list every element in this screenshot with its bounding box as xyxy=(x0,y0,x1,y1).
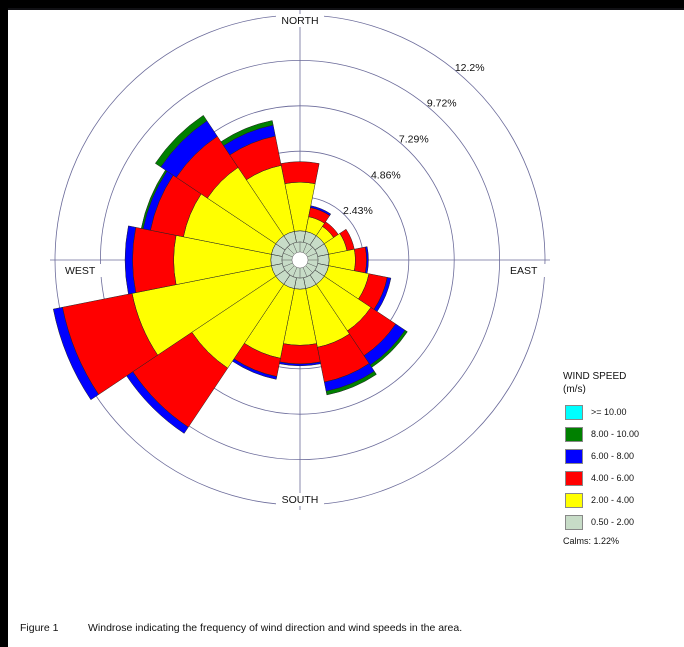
ring-label-1: 2.43% xyxy=(343,205,373,217)
legend-label: 0.50 - 2.00 xyxy=(591,517,635,527)
calms-label: Calms: 1.22% xyxy=(563,536,620,546)
legend-rows: >= 10.00 8.00 - 10.00 6.00 - 8.00 4.00 - 6.… xyxy=(563,402,683,534)
figure-number: Figure 1 xyxy=(20,622,59,634)
sector-s-speed-3 xyxy=(279,343,321,365)
legend-swatch xyxy=(565,515,583,530)
sector-sse-speed-5 xyxy=(325,370,377,396)
legend-swatch xyxy=(565,427,583,442)
chart-legend: WIND SPEED (m/s) >= 10.00 8.00 - 10.00 6.0… xyxy=(563,370,683,546)
sector-wsw-speed-4 xyxy=(53,306,99,401)
hub-spoke xyxy=(292,267,298,277)
legend-title: WIND SPEED xyxy=(563,371,627,382)
ring-label-2: 4.86% xyxy=(371,169,401,181)
legend-label: 8.00 - 10.00 xyxy=(591,429,640,439)
legend-item: 6.00 - 8.00 xyxy=(563,446,683,468)
legend-swatch xyxy=(565,493,583,508)
sector-w-speed-4 xyxy=(124,225,137,295)
ring-label-4: 9.72% xyxy=(427,98,457,110)
sector-nw-speed-5 xyxy=(154,114,208,168)
cardinal-label-bg-west xyxy=(63,264,111,277)
legend-item: 8.00 - 10.00 xyxy=(563,424,683,446)
ring-label-5: 12.2% xyxy=(455,62,485,74)
hub-spoke xyxy=(283,262,293,268)
cardinal-label-bg-east xyxy=(508,264,556,277)
cardinal-label-south: SOUTH xyxy=(282,494,319,506)
legend-item: 2.00 - 4.00 xyxy=(563,490,683,512)
legend-swatch xyxy=(565,405,583,420)
legend-label: 6.00 - 8.00 xyxy=(591,451,635,461)
cardinal-label-east: EAST xyxy=(510,265,538,277)
hub-spoke xyxy=(287,247,295,255)
sector-n-speed-3 xyxy=(280,161,320,185)
hub-spoke xyxy=(292,243,298,253)
hub-center xyxy=(291,251,309,269)
hub-spoke xyxy=(307,262,317,268)
sector-w-speed-3 xyxy=(132,227,177,293)
legend-item: >= 10.00 xyxy=(563,402,683,424)
legend-item: 0.50 - 2.00 xyxy=(563,512,683,534)
hub-spoke xyxy=(305,247,313,255)
hub-spoke xyxy=(302,267,308,277)
legend-swatch xyxy=(565,449,583,464)
legend-item: 4.00 - 6.00 xyxy=(563,468,683,490)
sector-e-speed-3 xyxy=(354,246,367,274)
hub-spoke xyxy=(287,265,295,273)
hub-spoke xyxy=(302,243,308,253)
hub-spoke xyxy=(283,252,293,258)
cardinal-label-west: WEST xyxy=(65,265,96,277)
hub-spoke xyxy=(305,265,313,273)
cardinal-label-bg-south xyxy=(276,493,324,506)
legend-label: 2.00 - 4.00 xyxy=(591,495,635,505)
hub-spoke xyxy=(307,252,317,258)
legend-label: 4.00 - 6.00 xyxy=(591,473,635,483)
document-page: 2.43% 4.86% 7.29% 9.72% 12.2% NORTH SOUTH EAST W… xyxy=(8,10,684,647)
sector-nne-speed-4 xyxy=(310,205,332,216)
figure-caption-text: Windrose indicating the frequency of win… xyxy=(88,622,463,634)
sector-nnw-speed-5 xyxy=(220,120,274,146)
ring-label-3: 7.29% xyxy=(399,133,429,145)
legend-label: >= 10.00 xyxy=(591,407,627,417)
cardinal-label-north: NORTH xyxy=(281,15,318,27)
legend-unit: (m/s) xyxy=(563,384,586,395)
windrose-chart: 2.43% 4.86% 7.29% 9.72% 12.2% NORTH SOUTH EAST W… xyxy=(50,10,556,510)
figure-caption: Figure 1 Windrose indicating the frequenc… xyxy=(20,622,680,634)
legend-swatch xyxy=(565,471,583,486)
cardinal-label-bg-north xyxy=(276,14,324,27)
